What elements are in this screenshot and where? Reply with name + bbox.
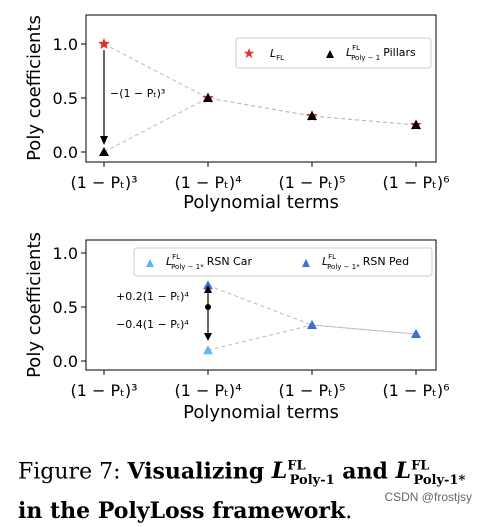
y-tick-label: 0.0: [53, 352, 78, 371]
y-tick-label: 0.0: [53, 143, 78, 162]
caption-l1: L: [271, 458, 288, 485]
top-legend-triangle-icon: [326, 50, 334, 58]
top-xlabel: Polynomial terms: [183, 192, 339, 213]
x-tick-label: (1 − Pₜ)³: [70, 173, 137, 192]
y-tick-label: 1.0: [53, 244, 78, 263]
caption-and: and: [334, 458, 396, 485]
bottom-legend-car-icon: [146, 259, 154, 267]
bottom-up-arrow-head: [204, 285, 212, 293]
bottom-plot: Poly coefficients Polynomial terms 0.00.…: [24, 232, 450, 423]
y-tick-label: 1.0: [53, 35, 78, 54]
caption-l2-sup: FL: [411, 459, 430, 474]
bottom-down-arrow-head: [204, 333, 212, 341]
bottom-legend: LFL Poly − 1* RSN Car LFL Poly − 1* RSN Ped: [133, 247, 433, 277]
bottom-xlabel: Polynomial terms: [183, 402, 339, 423]
triangle-point: [203, 280, 213, 290]
y-tick-label: 0.5: [53, 298, 78, 317]
bottom-ylabel: Poly coefficients: [24, 232, 45, 378]
series-line: [207, 284, 417, 335]
x-tick-label: (1 − Pₜ)⁴: [174, 173, 241, 192]
caption-l2-sub: Poly-1*: [413, 472, 466, 488]
top-legend-box: [235, 37, 432, 69]
caption-l1-sup: FL: [287, 459, 306, 474]
x-tick-label: (1 − Pₜ)⁶: [382, 381, 449, 400]
top-dashed-lines: [103, 43, 417, 153]
bottom-origin-dot: [205, 304, 211, 310]
triangle-point: [307, 320, 317, 330]
triangle-point: [203, 93, 213, 102]
star-point: [98, 38, 110, 49]
x-tick-label: (1 − Pₜ)⁵: [278, 173, 345, 192]
figure-caption: Figure 7: Visualizing LFLPoly-1 and LFLP…: [18, 452, 478, 527]
top-ylabel: Poly coefficients: [24, 15, 45, 161]
caption-l2: L: [395, 458, 412, 485]
bottom-legend-car-label: LFL Poly − 1* RSN Car: [166, 253, 252, 271]
top-markers: [98, 38, 422, 156]
bottom-annotation-plus: +0.2(1 − Pₜ)⁴: [116, 290, 189, 303]
top-plot: Poly coefficients Polynomial terms 0.00.…: [24, 14, 450, 213]
bottom-legend-ped-label: LFL Poly − 1* RSN Ped: [322, 253, 409, 271]
triangle-point: [99, 147, 109, 156]
top-legend-p1-label: LFL Poly − 1 Pillars: [346, 44, 416, 62]
x-tick-label: (1 − Pₜ)³: [70, 381, 137, 400]
x-tick-label: (1 − Pₜ)⁴: [174, 381, 241, 400]
bottom-legend-ped-icon: [302, 259, 310, 267]
caption-bold-1: Visualizing: [127, 458, 272, 485]
x-tick-label: (1 − Pₜ)⁵: [278, 381, 345, 400]
bottom-annotation-minus: −0.4(1 − Pₜ)⁴: [116, 318, 189, 331]
top-legend-star-icon: ★: [243, 46, 256, 62]
bottom-x-ticks: (1 − Pₜ)³ (1 − Pₜ)⁴ (1 − Pₜ)⁵ (1 − Pₜ)⁶: [70, 370, 450, 400]
top-plot-frame: [85, 14, 437, 163]
bottom-plot-frame: [85, 239, 437, 371]
y-tick-label: 0.5: [53, 89, 78, 108]
top-arrow-head: [100, 136, 108, 145]
bottom-markers: [203, 280, 421, 355]
triangle-point: [411, 329, 421, 338]
triangle-point: [203, 345, 213, 355]
watermark: CSDN @frostjsy: [384, 490, 472, 504]
top-y-ticks: 0.0 0.5 1.0: [53, 35, 86, 162]
bottom-y-ticks: 0.0 0.5 1.0: [53, 244, 86, 371]
caption-bold-2: in the PolyLoss framework: [18, 497, 346, 524]
caption-l1-sub: Poly-1: [289, 472, 335, 488]
triangle-point: [307, 111, 317, 121]
caption-end: .: [345, 498, 353, 524]
top-x-ticks: (1 − Pₜ)³ (1 − Pₜ)⁴ (1 − Pₜ)⁵ (1 − Pₜ)⁶: [70, 162, 450, 192]
bottom-dashed-lines: [207, 284, 417, 351]
series-line: [103, 97, 417, 153]
top-legend: ★ LFL LFL Poly − 1 Pillars: [235, 37, 432, 69]
x-tick-label: (1 − Pₜ)⁶: [382, 173, 449, 192]
top-legend-fl-label: LFL: [270, 47, 284, 62]
caption-prefix: Figure 7:: [18, 459, 128, 485]
top-annotation: −(1 − Pₜ)³: [110, 87, 165, 100]
triangle-point: [411, 120, 421, 129]
bottom-legend-box: [133, 247, 433, 277]
